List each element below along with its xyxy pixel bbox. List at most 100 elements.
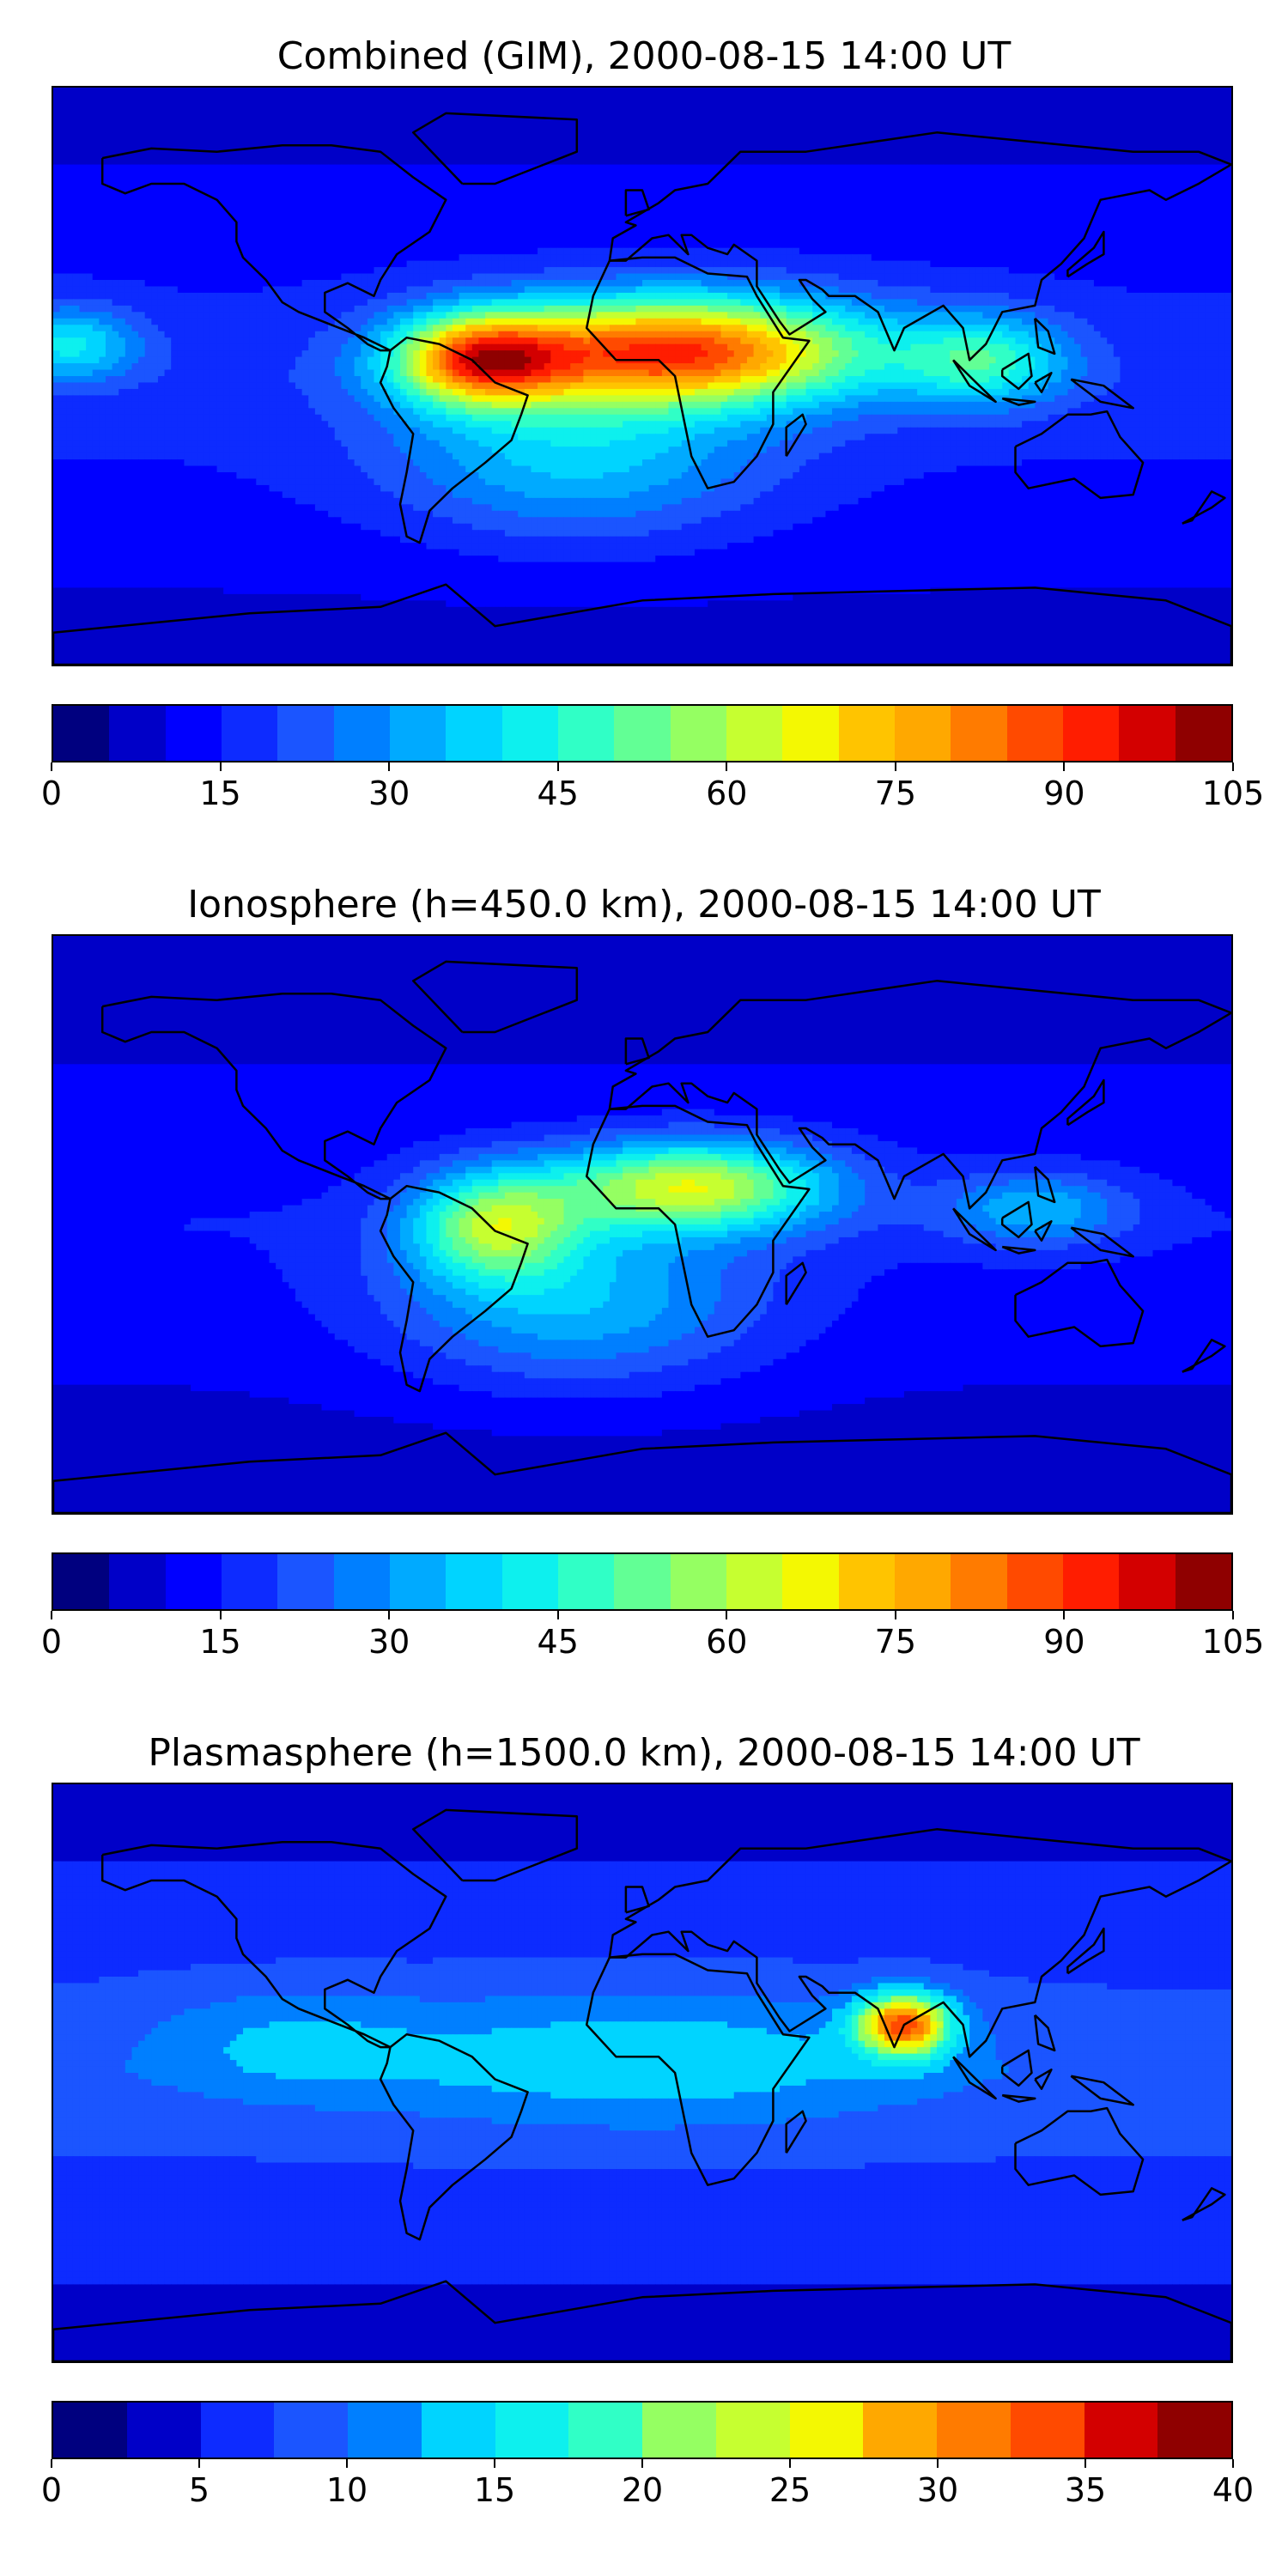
- colorbar-segment: [389, 1554, 447, 1609]
- colorbar-tick-label: 30: [368, 1623, 410, 1661]
- colorbar-segment: [557, 1554, 615, 1609]
- coastline: [53, 583, 1231, 665]
- colorbar-segment: [348, 2403, 422, 2458]
- colorbar-ticks: 0 15 30 45 60 75 90 105: [41, 1611, 1264, 1671]
- colorbar-ticks: 0 5 10 15 20 25 30 35 40: [41, 2459, 1254, 2519]
- colorbar-segment: [782, 1554, 839, 1609]
- coastline: [952, 2056, 997, 2100]
- coastline: [1014, 1258, 1145, 1348]
- map-plot[interactable]: [52, 1783, 1233, 2363]
- colorbar-segment: [53, 2403, 127, 2458]
- colorbar-segment: [421, 2403, 495, 2458]
- colorbar-segment: [782, 706, 839, 761]
- coastline: [1034, 1165, 1056, 1204]
- colorbar-segment: [1062, 1554, 1120, 1609]
- colorbar-segment: [333, 1554, 390, 1609]
- coastline: [1066, 1927, 1105, 1975]
- coastline: [785, 1261, 807, 1305]
- colorbar-tick-label: 90: [1043, 1623, 1084, 1661]
- heatmap-cells: [53, 1784, 1231, 2361]
- colorbar-tick: [937, 2459, 939, 2468]
- colorbar-segment: [670, 1554, 726, 1609]
- colorbar-tick: [1063, 762, 1066, 771]
- colorbar-tick: [219, 762, 222, 771]
- colorbar-tick-label: 75: [875, 1623, 916, 1661]
- colorbar-tick: [726, 762, 728, 771]
- colorbar-tick: [556, 762, 559, 771]
- colorbar-tick: [198, 2459, 200, 2468]
- coastline: [785, 413, 807, 457]
- colorbar-segment: [838, 706, 895, 761]
- coastline: [1066, 1078, 1105, 1127]
- colorbar-segment: [894, 706, 951, 761]
- colorbar-tick: [51, 2459, 52, 2468]
- heatmap-cells: [53, 936, 1231, 1513]
- colorbar-segment: [1006, 1554, 1063, 1609]
- coastline: [379, 1184, 529, 1393]
- coastline: [608, 131, 1231, 361]
- colorbar-segment: [1010, 2403, 1084, 2458]
- colorbar-tick-label: 5: [189, 2471, 210, 2509]
- chart-title: Plasmasphere (h=1500.0 km), 2000-08-15 1…: [0, 1731, 1288, 1776]
- coastline: [1001, 2093, 1036, 2103]
- coastline: [53, 2280, 1231, 2361]
- coastline: [1000, 2049, 1033, 2087]
- colorbar-segment: [715, 2403, 790, 2458]
- colorbar-ticks: 0 15 30 45 60 75 90 105: [41, 762, 1264, 823]
- colorbar-segment: [165, 1554, 222, 1609]
- map-plot[interactable]: [52, 86, 1233, 666]
- coastline: [411, 960, 579, 1034]
- coastline: [608, 1828, 1231, 2058]
- coastline: [1070, 2075, 1134, 2106]
- colorbar: [52, 704, 1233, 762]
- coastline: [1034, 372, 1053, 393]
- colorbar-tick-label: 0: [41, 775, 62, 812]
- coastline: [1000, 352, 1033, 391]
- colorbar-tick: [494, 2459, 495, 2468]
- colorbar-tick-label: 0: [41, 1623, 62, 1661]
- coastline: [1034, 2069, 1053, 2090]
- colorbar-segment: [789, 2403, 864, 2458]
- colorbar-segment: [501, 706, 558, 761]
- coastline: [1034, 317, 1056, 355]
- coastline: [1182, 1339, 1226, 1373]
- colorbar-tick: [894, 1611, 896, 1619]
- colorbar-tick: [51, 762, 52, 771]
- coastline: [624, 189, 650, 217]
- coastline: [1000, 1200, 1033, 1239]
- colorbar-segment: [221, 706, 278, 761]
- colorbar-segment: [221, 1554, 278, 1609]
- colorbar-tick-label: 20: [622, 2471, 663, 2509]
- colorbar-segment: [1062, 706, 1120, 761]
- coastline: [1014, 410, 1145, 500]
- coastline: [624, 1886, 650, 1914]
- colorbar-tick-label: 25: [769, 2471, 811, 2509]
- colorbar-tick: [1232, 1611, 1234, 1619]
- coastline: [1182, 490, 1226, 525]
- coastline: [100, 992, 447, 1200]
- coastline: [585, 1953, 811, 2186]
- coastline: [585, 1104, 811, 1338]
- heatmap-cells: [53, 88, 1231, 665]
- coastline: [1070, 1226, 1134, 1258]
- coastlines: [53, 112, 1231, 665]
- colorbar-segment: [126, 2403, 201, 2458]
- coastline: [1070, 378, 1134, 410]
- map-plot[interactable]: [52, 934, 1233, 1515]
- chart-title: Combined (GIM), 2000-08-15 14:00 UT: [0, 34, 1288, 79]
- colorbar-tick: [219, 1611, 222, 1619]
- coastline: [1014, 2106, 1145, 2196]
- colorbar-tick-label: 30: [917, 2471, 958, 2509]
- coastline: [1034, 1220, 1053, 1242]
- coastline: [1182, 2187, 1226, 2221]
- colorbar-segment: [863, 2403, 937, 2458]
- colorbar-tick-label: 105: [1202, 1623, 1265, 1661]
- colorbar-segment: [838, 1554, 895, 1609]
- colorbar: [52, 2401, 1233, 2459]
- colorbar-tick: [789, 2459, 791, 2468]
- colorbar-segment: [894, 1554, 951, 1609]
- colorbar: [52, 1552, 1233, 1611]
- colorbar-segment: [165, 706, 222, 761]
- colorbar-segment: [495, 2403, 569, 2458]
- colorbar-tick-label: 0: [41, 2471, 62, 2509]
